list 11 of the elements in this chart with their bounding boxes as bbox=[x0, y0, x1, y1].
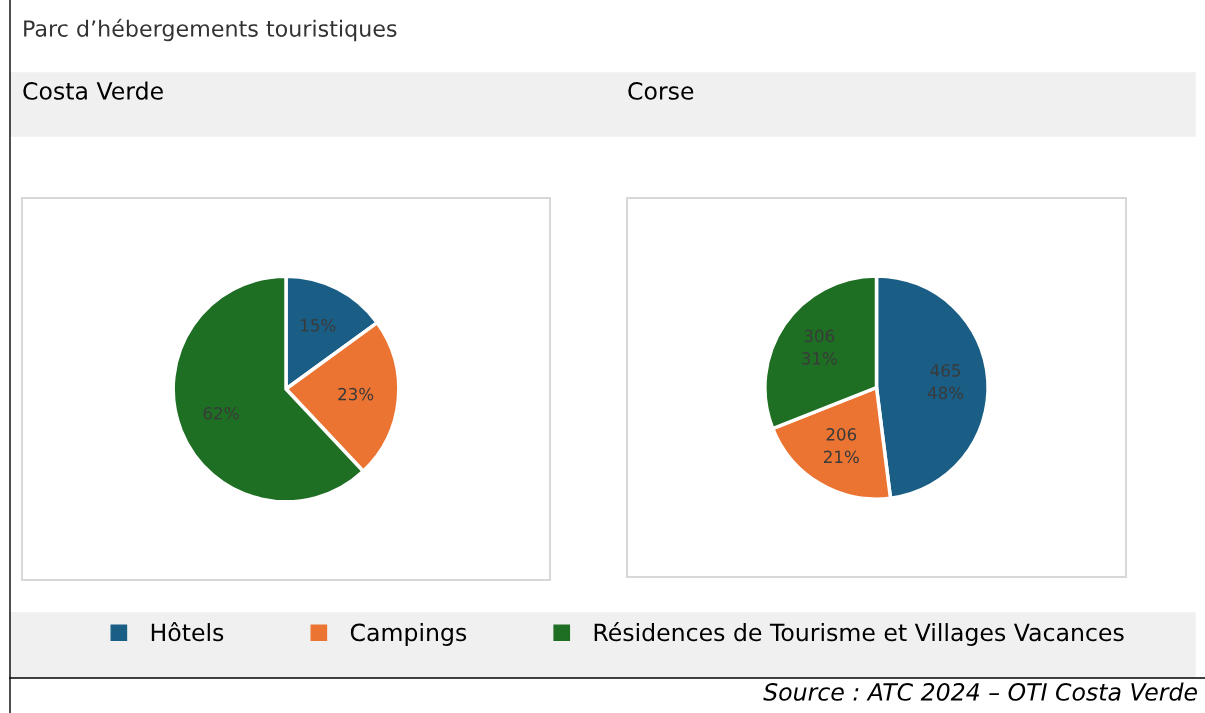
chart-title: Costa Verde bbox=[23, 81, 163, 100]
legend-label: Campings bbox=[350, 623, 467, 646]
chart-title: Corse bbox=[628, 81, 694, 100]
source-note: Source : ATC 2024 – OTI Costa Verde bbox=[763, 682, 1197, 701]
data-label: 206 21% bbox=[823, 428, 859, 464]
legend-label: Hôtels bbox=[151, 622, 224, 642]
data-label: 23% bbox=[338, 387, 374, 401]
data-label: 465 48% bbox=[927, 364, 964, 400]
text: Parc d’hébergements touristiques bbox=[24, 18, 397, 42]
legend-label: Résidences de Tourisme et Villages Vacances bbox=[594, 622, 1124, 646]
data-label: 15% bbox=[301, 318, 336, 332]
